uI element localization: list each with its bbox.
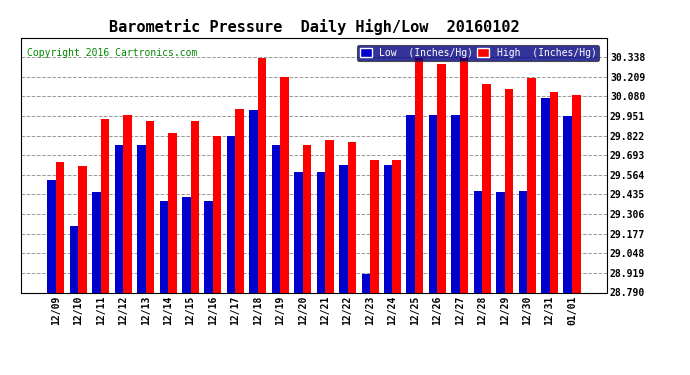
- Bar: [137, 145, 146, 292]
- Bar: [348, 142, 356, 292]
- Bar: [362, 274, 370, 292]
- Bar: [549, 92, 558, 292]
- Bar: [317, 172, 325, 292]
- Bar: [437, 64, 446, 292]
- Bar: [190, 121, 199, 292]
- Bar: [168, 133, 177, 292]
- Bar: [213, 136, 221, 292]
- Bar: [482, 84, 491, 292]
- Bar: [325, 141, 334, 292]
- Bar: [258, 58, 266, 292]
- Bar: [227, 136, 235, 292]
- Bar: [451, 115, 460, 292]
- Bar: [48, 180, 56, 292]
- Bar: [504, 89, 513, 292]
- Bar: [70, 226, 79, 292]
- Bar: [460, 58, 469, 292]
- Bar: [564, 116, 572, 292]
- Bar: [406, 115, 415, 292]
- Bar: [280, 76, 289, 292]
- Bar: [249, 110, 258, 292]
- Bar: [370, 160, 379, 292]
- Bar: [496, 192, 504, 292]
- Bar: [115, 145, 124, 292]
- Bar: [519, 190, 527, 292]
- Bar: [572, 95, 580, 292]
- Bar: [339, 165, 348, 292]
- Bar: [393, 160, 401, 292]
- Title: Barometric Pressure  Daily High/Low  20160102: Barometric Pressure Daily High/Low 20160…: [108, 19, 520, 35]
- Bar: [527, 78, 535, 292]
- Bar: [182, 197, 190, 292]
- Bar: [235, 108, 244, 292]
- Bar: [294, 172, 303, 292]
- Bar: [92, 192, 101, 292]
- Bar: [474, 190, 482, 292]
- Bar: [124, 115, 132, 292]
- Bar: [56, 162, 64, 292]
- Bar: [79, 166, 87, 292]
- Bar: [204, 201, 213, 292]
- Text: Copyright 2016 Cartronics.com: Copyright 2016 Cartronics.com: [26, 48, 197, 58]
- Bar: [429, 115, 437, 292]
- Bar: [541, 98, 549, 292]
- Bar: [101, 119, 109, 292]
- Legend: Low  (Inches/Hg), High  (Inches/Hg): Low (Inches/Hg), High (Inches/Hg): [357, 45, 600, 61]
- Bar: [146, 121, 154, 292]
- Bar: [415, 58, 424, 292]
- Bar: [384, 165, 393, 292]
- Bar: [159, 201, 168, 292]
- Bar: [272, 145, 280, 292]
- Bar: [303, 145, 311, 292]
